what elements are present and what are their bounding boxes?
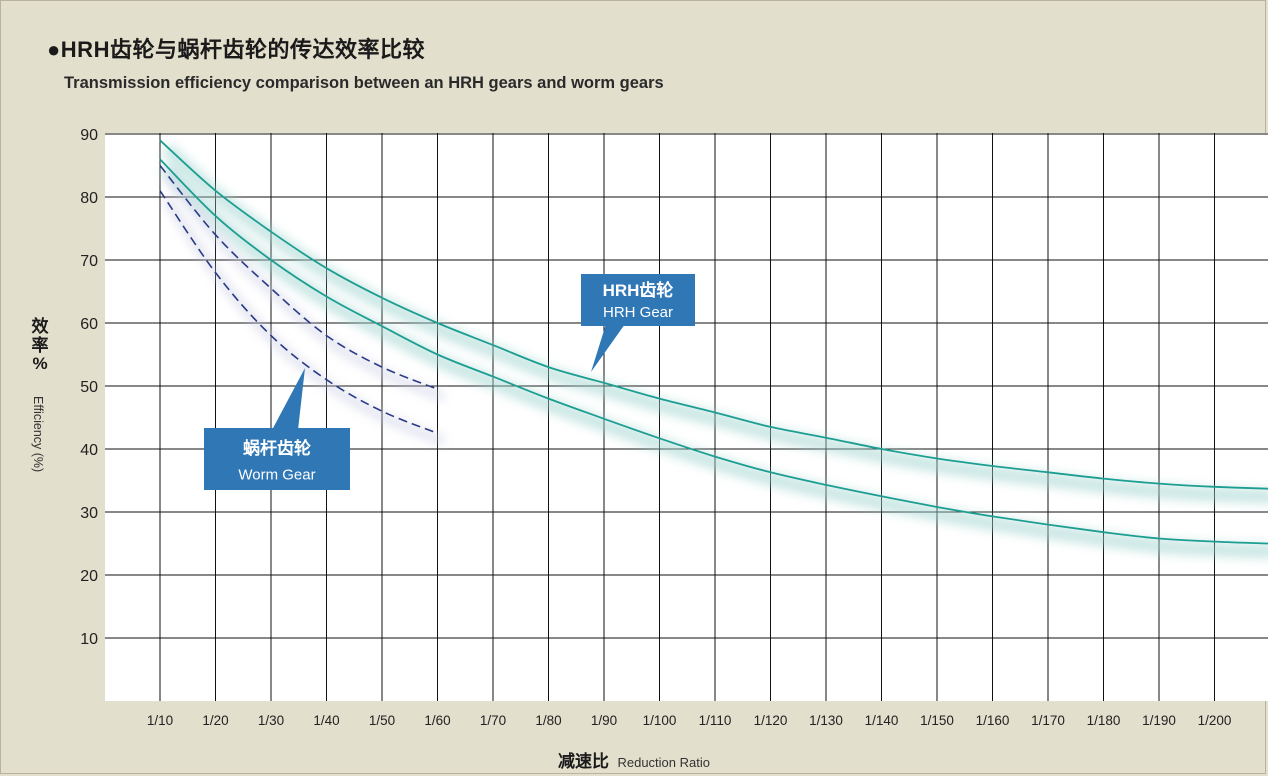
y-tick-label: 40 xyxy=(80,442,98,459)
x-tick-label: 1/120 xyxy=(754,713,788,728)
hrh-efficiency-line xyxy=(159,139,1268,490)
hrh-gear-callout-box xyxy=(581,274,695,326)
hrh-gear-callout: HRH齿轮 HRH Gear xyxy=(581,274,695,372)
x-tick-label: 1/130 xyxy=(809,713,843,728)
x-tick-label: 1/150 xyxy=(920,713,954,728)
worm-gear-callout-label-en: Worm Gear xyxy=(238,466,315,483)
worm-gear-callout-label-zh: 蜗杆齿轮 xyxy=(243,438,311,458)
x-tick-label: 1/80 xyxy=(535,713,561,728)
x-tick-label: 1/60 xyxy=(424,713,450,728)
y-axis-label-zh: 效率 % xyxy=(31,317,49,374)
x-tick-label: 1/50 xyxy=(369,713,395,728)
series-shadow xyxy=(160,162,1268,559)
x-tick-label: 1/40 xyxy=(313,713,339,728)
y-axis-label-en: Efficiency (%) xyxy=(30,396,45,473)
x-tick-label: 1/180 xyxy=(1087,713,1121,728)
chart-subtitle: Transmission efficiency comparison betwe… xyxy=(64,74,664,92)
worm-efficiency-line xyxy=(159,164,438,390)
x-tick-label: 1/90 xyxy=(591,713,617,728)
hrh-gear-callout-label-zh: HRH齿轮 xyxy=(603,280,674,300)
x-axis-label-zh: 减速比 xyxy=(558,752,610,771)
y-tick-label: 80 xyxy=(80,190,98,207)
worm-efficiency-line xyxy=(159,190,438,435)
hrh-efficiency-line xyxy=(159,158,1268,545)
hrh-gear-callout-pointer xyxy=(591,324,625,372)
x-tick-label: 1/20 xyxy=(202,713,228,728)
y-tick-label: 90 xyxy=(80,127,98,144)
series-shadow xyxy=(162,170,445,401)
x-tick-label: 1/30 xyxy=(258,713,284,728)
x-tick-label: 1/200 xyxy=(1198,713,1232,728)
x-tick-label: 1/140 xyxy=(865,713,899,728)
y-tick-label: 60 xyxy=(80,316,98,333)
worm-gear-callout: 蜗杆齿轮 Worm Gear xyxy=(204,368,350,490)
chart-title: ●HRH齿轮与蜗杆齿轮的传达效率比较 xyxy=(47,37,425,62)
x-tick-label: 1/160 xyxy=(976,713,1010,728)
y-tick-label: 70 xyxy=(80,253,98,270)
x-tick-label: 1/70 xyxy=(480,713,506,728)
x-tick-label: 1/110 xyxy=(699,713,732,728)
y-tick-label: 10 xyxy=(80,631,98,648)
y-tick-label: 50 xyxy=(80,379,98,396)
x-tick-label: 1/190 xyxy=(1142,713,1176,728)
x-tick-label: 1/10 xyxy=(147,713,173,728)
x-axis-label-en: Reduction Ratio xyxy=(617,755,710,770)
y-tick-label: 30 xyxy=(80,505,98,522)
series-shadow xyxy=(161,143,1268,504)
y-tick-label: 20 xyxy=(80,568,98,585)
x-tick-label: 1/100 xyxy=(643,713,677,728)
x-tick-label: 1/170 xyxy=(1031,713,1065,728)
worm-gear-callout-box xyxy=(204,428,350,490)
y-axis-label: 效率 % Efficiency (%) xyxy=(28,317,52,472)
x-axis-label: 减速比 Reduction Ratio xyxy=(0,747,1268,772)
hrh-gear-callout-label-en: HRH Gear xyxy=(603,304,673,321)
worm-gear-callout-pointer xyxy=(272,368,305,430)
